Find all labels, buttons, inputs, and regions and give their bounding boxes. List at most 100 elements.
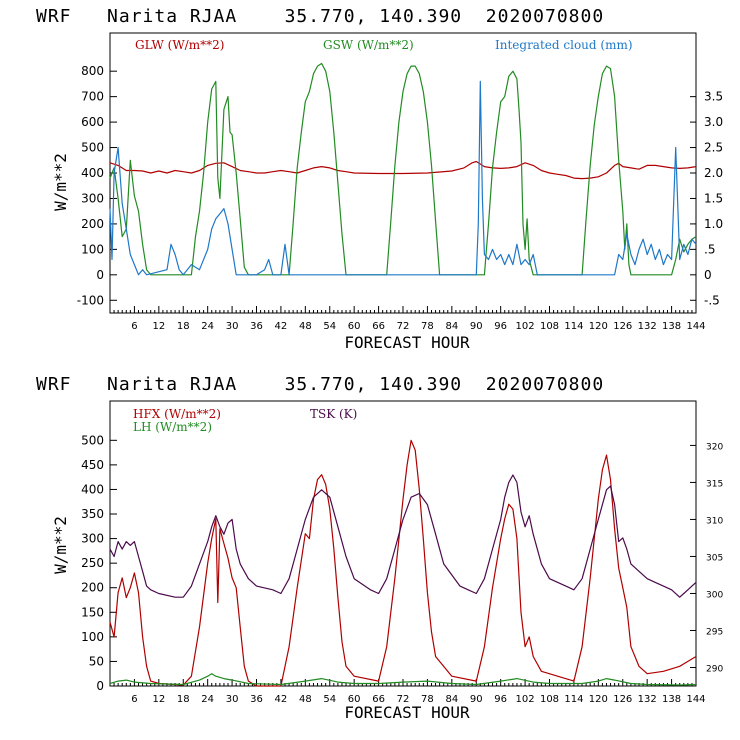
left-y-tick-label: 100 [81, 630, 104, 644]
right-y-tick-label: 295 [706, 627, 723, 637]
left-y-tick-label: 250 [81, 556, 104, 570]
x-tick-label: 42 [275, 694, 288, 705]
bottom-x-axis-label: FORECAST HOUR [344, 703, 470, 722]
x-tick-label: 114 [564, 321, 583, 332]
top-y-axis-label: W/m**2 [51, 153, 70, 211]
x-tick-label: 96 [494, 694, 507, 705]
top-left-y-axis: -100 0 100 200 300 400 500 600 700 800 [77, 64, 117, 307]
left-y-tick-label: 300 [81, 191, 104, 205]
top-right-y-axis: -.5 0 .5 1.0 1.5 2.0 2.5 3.0 3.5 [690, 90, 723, 307]
x-tick-label: 36 [250, 694, 263, 705]
x-tick-label: 90 [470, 321, 483, 332]
x-tick-label: 12 [152, 694, 165, 705]
left-y-tick-label: 450 [81, 458, 104, 472]
x-tick-label: 138 [662, 321, 681, 332]
x-tick-label: 72 [397, 321, 410, 332]
legend-glw: GLW (W/m**2) [135, 38, 224, 52]
x-tick-label: 102 [516, 694, 535, 705]
right-y-tick-label: 2.5 [704, 141, 723, 155]
right-y-tick-label: 310 [706, 516, 723, 526]
x-tick-label: 96 [494, 321, 507, 332]
x-tick-label: 54 [323, 321, 336, 332]
legend-gsw: GSW (W/m**2) [323, 38, 414, 52]
legend-lh: LH (W/m**2) [133, 420, 212, 434]
x-tick-label: 66 [372, 321, 385, 332]
x-tick-label: 66 [372, 694, 385, 705]
right-y-tick-label: .5 [704, 242, 715, 256]
x-tick-label: 48 [299, 321, 312, 332]
right-y-tick-label: 1.0 [704, 217, 723, 231]
x-tick-label: 78 [421, 321, 434, 332]
x-tick-label: 18 [177, 694, 190, 705]
left-y-tick-label: -100 [77, 293, 104, 307]
left-y-tick-label: 500 [81, 141, 104, 155]
left-y-tick-label: 350 [81, 507, 104, 521]
x-tick-label: 60 [348, 321, 361, 332]
x-tick-label: 144 [686, 694, 705, 705]
left-y-tick-label: 0 [96, 679, 104, 693]
top-chart-title: WRF Narita RJAA 35.770, 140.390 20200708… [36, 6, 604, 27]
x-tick-label: 42 [275, 321, 288, 332]
x-tick-label: 78 [421, 694, 434, 705]
x-tick-label: 54 [323, 694, 336, 705]
series-line-integrated-cloud [109, 80, 697, 276]
x-tick-label: 120 [589, 694, 608, 705]
x-tick-label: 126 [613, 321, 632, 332]
x-tick-label: 84 [445, 694, 458, 705]
top-panel: WRF Narita RJAA 35.770, 140.390 20200708… [36, 6, 723, 352]
left-y-tick-label: 300 [81, 532, 104, 546]
legend-hfx: HFX (W/m**2) [133, 407, 221, 421]
bottom-y-axis-label: W/m**2 [51, 516, 70, 574]
x-tick-label: 6 [131, 694, 137, 705]
x-tick-label: 132 [638, 321, 657, 332]
x-tick-label: 6 [131, 321, 137, 332]
x-tick-label: 144 [686, 321, 705, 332]
left-y-tick-label: 500 [81, 433, 104, 447]
x-tick-label: 90 [470, 694, 483, 705]
series-line-hfx [109, 439, 697, 687]
x-tick-label: 36 [250, 321, 263, 332]
left-y-tick-label: 800 [81, 64, 104, 78]
x-tick-label: 102 [516, 321, 535, 332]
bottom-plot-frame [109, 400, 697, 687]
left-y-tick-label: 400 [81, 482, 104, 496]
x-tick-label: 60 [348, 694, 361, 705]
x-tick-label: 138 [662, 694, 681, 705]
left-y-tick-label: 400 [81, 166, 104, 180]
x-tick-label: 108 [540, 321, 559, 332]
x-tick-label: 30 [226, 321, 239, 332]
bottom-left-y-axis: 0 50 100 150 200 250 300 350 400 450 500 [81, 433, 117, 693]
right-y-tick-label: 1.5 [704, 191, 723, 205]
left-y-tick-label: 150 [81, 605, 104, 619]
left-y-tick-label: 200 [81, 217, 104, 231]
top-x-axis: 6 12 18 24 30 36 42 48 54 60 66 72 78 84 90 96 102 108 114… [113, 306, 706, 332]
top-series-group [109, 62, 697, 276]
x-tick-label: 132 [638, 694, 657, 705]
top-x-axis-label: FORECAST HOUR [344, 333, 470, 352]
legend-integrated-cloud: Integrated cloud (mm) [495, 38, 633, 52]
x-tick-label: 30 [226, 694, 239, 705]
right-y-tick-label: 320 [706, 442, 723, 452]
right-y-tick-label: 290 [706, 664, 723, 674]
x-tick-label: 48 [299, 694, 312, 705]
left-y-tick-label: 50 [89, 654, 104, 668]
x-tick-label: 114 [564, 694, 583, 705]
bottom-panel: WRF Narita RJAA 35.770, 140.390 20200708… [36, 374, 723, 722]
left-y-tick-label: 100 [81, 242, 104, 256]
x-tick-label: 84 [445, 321, 458, 332]
right-y-tick-label: 315 [706, 479, 723, 489]
right-y-tick-label: -.5 [704, 293, 720, 307]
x-tick-label: 24 [201, 321, 214, 332]
right-y-tick-label: 3.0 [704, 115, 723, 129]
right-y-tick-label: 2.0 [704, 166, 723, 180]
x-tick-label: 120 [589, 321, 608, 332]
right-y-tick-label: 300 [706, 590, 723, 600]
x-tick-label: 126 [613, 694, 632, 705]
series-line-gsw [109, 62, 697, 276]
right-y-tick-label: 305 [706, 553, 723, 563]
x-tick-label: 24 [201, 694, 214, 705]
x-tick-label: 108 [540, 694, 559, 705]
bottom-chart-title: WRF Narita RJAA 35.770, 140.390 20200708… [36, 374, 604, 395]
right-y-tick-label: 0 [704, 268, 712, 282]
